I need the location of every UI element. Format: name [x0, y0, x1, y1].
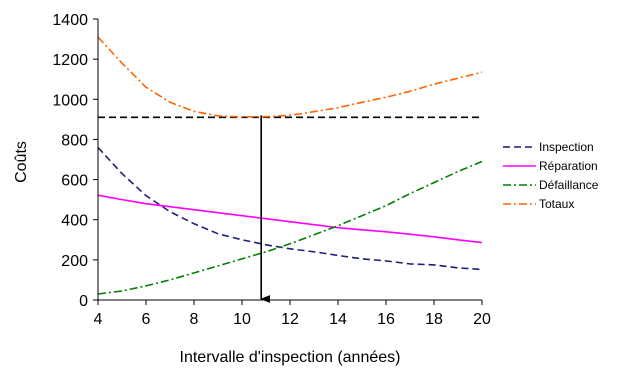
x-tick-label: 12 [281, 311, 299, 328]
legend-label: Défaillance [539, 178, 599, 192]
y-axis-title: Coûts [13, 141, 30, 183]
y-tick-label: 400 [61, 213, 88, 230]
series-line-rparation [97, 194, 483, 244]
x-tick-label: 14 [329, 311, 347, 328]
y-tick-label: 800 [61, 132, 88, 149]
x-tick-label: 20 [473, 311, 491, 328]
series-line-dfaillance [97, 160, 483, 295]
x-tick-label: 6 [142, 311, 151, 328]
legend-label: Réparation [539, 159, 598, 173]
y-tick-label: 1200 [52, 52, 88, 69]
y-tick-label: 0 [79, 293, 88, 310]
y-tick-label: 600 [61, 173, 88, 190]
legend-label: Inspection [539, 140, 594, 154]
series-layer [97, 36, 483, 303]
series-line-inspection [97, 146, 483, 271]
x-tick-label: 8 [190, 311, 199, 328]
series-line-totaux [97, 36, 483, 118]
x-tick-label: 10 [233, 311, 251, 328]
x-tick-label: 18 [425, 311, 443, 328]
x-tick-label: 4 [94, 311, 103, 328]
legend-label: Totaux [539, 197, 574, 211]
y-tick-label: 1000 [52, 92, 88, 109]
x-tick-label: 16 [377, 311, 395, 328]
y-tick-label: 200 [61, 253, 88, 270]
legend: Inspection Réparation Défaillance Totaux [503, 140, 599, 211]
x-axis-title: Intervalle d'inspection (années) [180, 349, 401, 366]
axis-layer: 0 200 400 600 800 1000 1200 1400 4 6 8 10 12 14 16 18 20 [52, 12, 491, 328]
y-tick-label: 1400 [52, 12, 88, 29]
